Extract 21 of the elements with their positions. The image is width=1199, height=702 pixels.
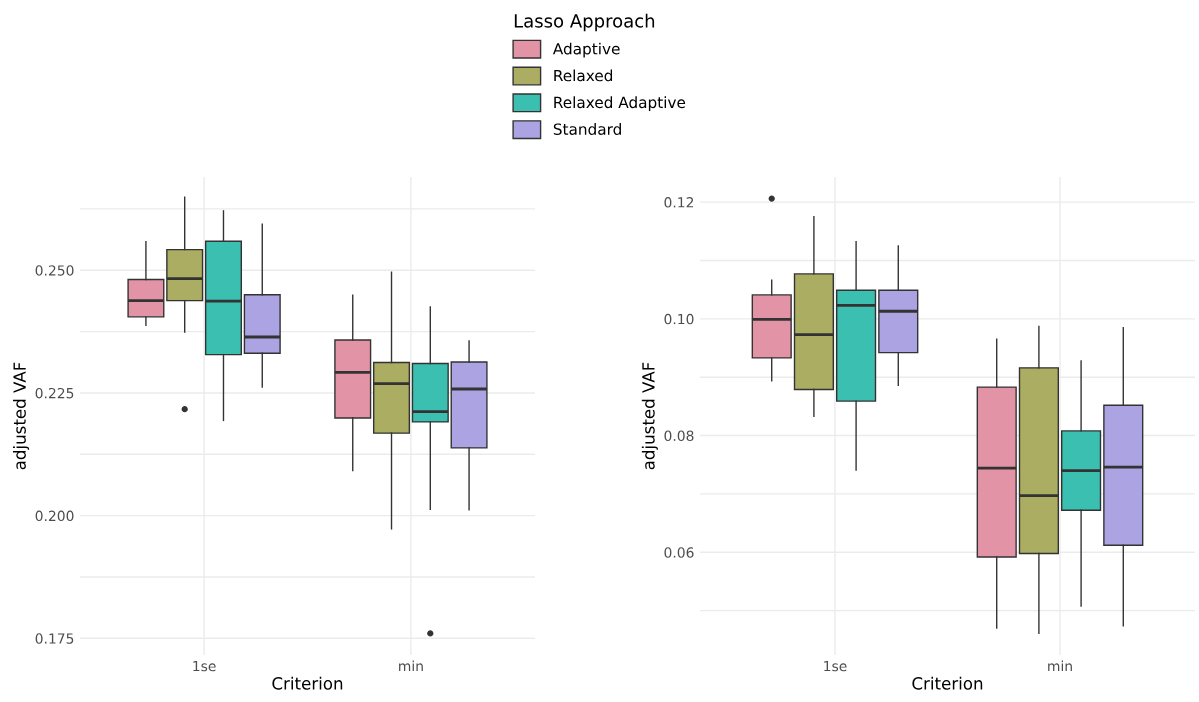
y-tick-label: 0.08 (664, 430, 694, 442)
legend-title: Lasso Approach (514, 13, 655, 32)
y-tick-label: 0.10 (664, 313, 694, 325)
y-tick-label: 0.06 (664, 547, 694, 558)
y-axis-title: adjusted VAF (641, 362, 658, 470)
y-axis-title: adjusted VAF (13, 362, 30, 470)
legend-label: Standard (553, 123, 621, 135)
x-axis-title: Criterion (912, 676, 983, 690)
y-tick-label: 0.225 (35, 387, 74, 399)
y-tick-label: 0.200 (35, 510, 74, 522)
x-tick-label: min (399, 660, 423, 672)
y-tick-label: 0.250 (35, 265, 74, 276)
x-tick-label: 1se (824, 660, 847, 672)
x-tick-label: 1se (193, 660, 216, 672)
x-axis-title: Criterion (272, 676, 343, 690)
y-tick-label: 0.12 (664, 197, 694, 208)
y-tick-label: 0.175 (35, 633, 74, 644)
legend-label: Adaptive (552, 42, 620, 58)
legend-label: Relaxed (554, 69, 613, 82)
x-tick-label: min (1048, 660, 1072, 672)
legend-label: Relaxed Adaptive (554, 96, 686, 112)
